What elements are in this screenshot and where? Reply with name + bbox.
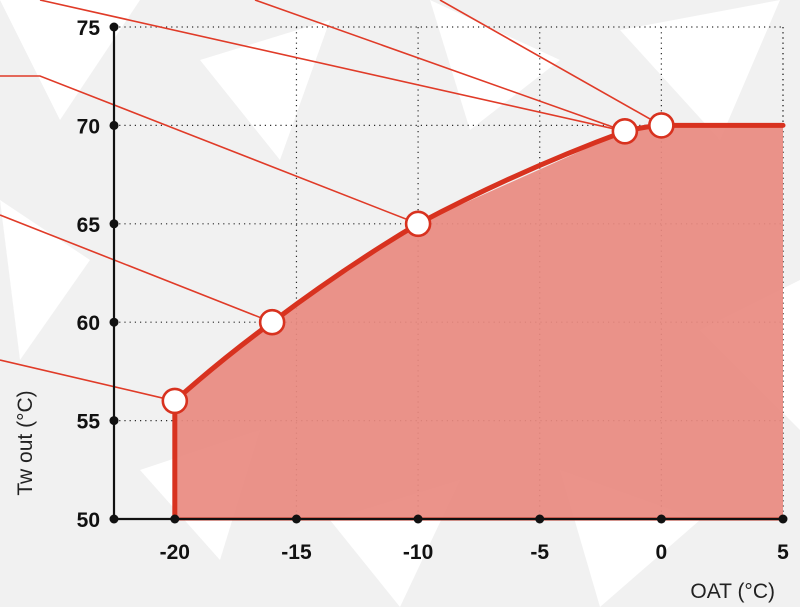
y-tick-mark (109, 416, 119, 426)
x-tick-label: 0 (656, 541, 668, 564)
y-tick-mark (109, 219, 119, 229)
envelope-point-marker (258, 308, 286, 336)
axes (109, 22, 788, 524)
x-tick-mark (656, 514, 666, 524)
x-tick-label: -15 (281, 541, 312, 564)
markers (161, 112, 675, 415)
leader-line (0, 359, 176, 402)
leader-line (39, 0, 626, 133)
x-tick-mark (170, 514, 180, 524)
x-tick-mark (413, 514, 423, 524)
labels: -20 -15 -10 -5 0 5 50 55 60 65 70 75 OAT (°C) Tw out … (14, 17, 789, 603)
x-tick-label: -10 (403, 541, 433, 564)
y-tick-mark (109, 120, 119, 130)
x-tick-label: -20 (160, 541, 190, 564)
leader-lines (0, 0, 662, 402)
leader-line (254, 0, 626, 133)
y-tick-label: 65 (77, 214, 101, 237)
y-tick-label: 75 (77, 17, 101, 40)
y-tick-label: 60 (77, 312, 100, 335)
x-tick-label: -5 (530, 541, 549, 564)
envelope-point-marker (161, 387, 189, 415)
y-tick-label: 50 (77, 509, 100, 532)
y-tick-mark (109, 514, 119, 524)
y-axis-label: Tw out (°C) (14, 390, 37, 495)
y-tick-label: 70 (77, 115, 100, 138)
y-tick-label: 55 (77, 411, 101, 434)
leader-line (0, 75, 419, 225)
envelope-point-marker (404, 210, 432, 238)
envelope-point-marker (648, 112, 675, 139)
x-tick-mark (291, 514, 301, 524)
x-tick-label: 5 (777, 541, 789, 564)
x-tick-mark (778, 514, 788, 524)
x-axis-label: OAT (°C) (690, 580, 775, 603)
leader-line (439, 0, 662, 127)
x-tick-mark (535, 514, 545, 524)
envelope-point-marker (611, 118, 639, 145)
y-tick-mark (109, 22, 119, 32)
leader-line (0, 214, 273, 323)
envelope-fill (174, 125, 783, 520)
y-tick-mark (109, 317, 119, 327)
